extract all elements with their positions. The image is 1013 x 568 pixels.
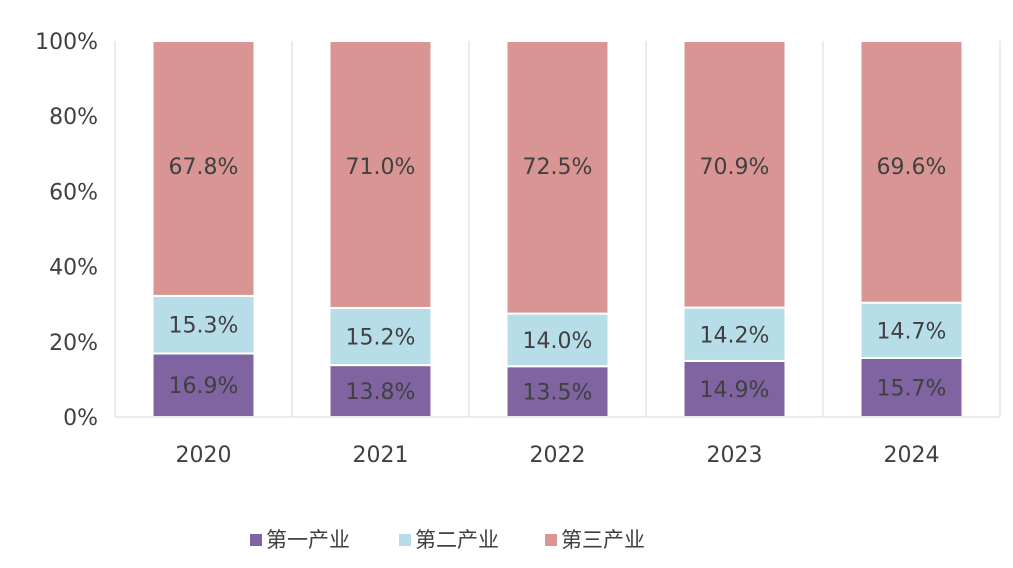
bar-segment (859, 356, 964, 418)
bar-segment (859, 301, 964, 359)
data-label: 15.2% (346, 326, 416, 351)
data-label: 67.8% (169, 155, 239, 180)
data-label: 14.0% (523, 329, 593, 354)
bar-segment (328, 40, 433, 309)
bar-segment (682, 359, 787, 419)
y-tick-label: 60% (49, 180, 98, 205)
y-tick-label: 20% (49, 331, 98, 356)
data-label: 13.5% (523, 381, 593, 406)
bar-segment (859, 40, 964, 304)
bar-segment (682, 40, 787, 309)
data-label: 15.3% (169, 314, 239, 339)
legend: 第一产业 第二产业 第三产业 (250, 528, 645, 552)
x-tick-label: 2020 (176, 443, 232, 468)
x-tick-label: 2023 (707, 443, 763, 468)
x-tick-label: 2024 (884, 443, 940, 468)
data-label: 70.9% (700, 155, 770, 180)
legend-swatch (250, 534, 262, 546)
data-label: 13.8% (346, 380, 416, 405)
legend-swatch (399, 534, 411, 546)
legend-swatch (545, 534, 557, 546)
x-tick-label: 2021 (353, 443, 409, 468)
data-label: 72.5% (523, 155, 593, 180)
legend-label: 第三产业 (561, 528, 645, 552)
bar-segment (682, 306, 787, 362)
data-label: 71.0% (346, 155, 416, 180)
grid-layer (114, 41, 1001, 417)
data-label: 14.7% (877, 319, 947, 344)
bar-segment (151, 294, 256, 355)
data-label: 69.6% (877, 155, 947, 180)
bar-layer (151, 40, 964, 419)
bar-segment (505, 312, 610, 368)
bar-segment (328, 306, 433, 367)
y-tick-label: 100% (35, 30, 98, 55)
bar-segment (151, 40, 256, 297)
y-tick-label: 80% (49, 105, 98, 130)
bar-segment (505, 365, 610, 418)
y-tick-label: 0% (63, 406, 98, 431)
data-label: 14.2% (700, 323, 770, 348)
axis-layer: 0% 20% 40% 60% 80% 100% 2020 2021 2022 2023 2024 (35, 30, 1000, 468)
data-label: 16.9% (169, 374, 239, 399)
x-tick-label: 2022 (530, 443, 586, 468)
bar-segment (505, 40, 610, 315)
data-label: 15.7% (877, 376, 947, 401)
data-label: 14.9% (700, 378, 770, 403)
label-layer: 16.9% 15.3% 67.8% 13.8% 15.2% 71.0% 13.5% 14.0%… (169, 155, 947, 406)
legend-label: 第二产业 (415, 528, 499, 552)
y-tick-label: 40% (49, 256, 98, 281)
legend-label: 第一产业 (266, 528, 350, 552)
